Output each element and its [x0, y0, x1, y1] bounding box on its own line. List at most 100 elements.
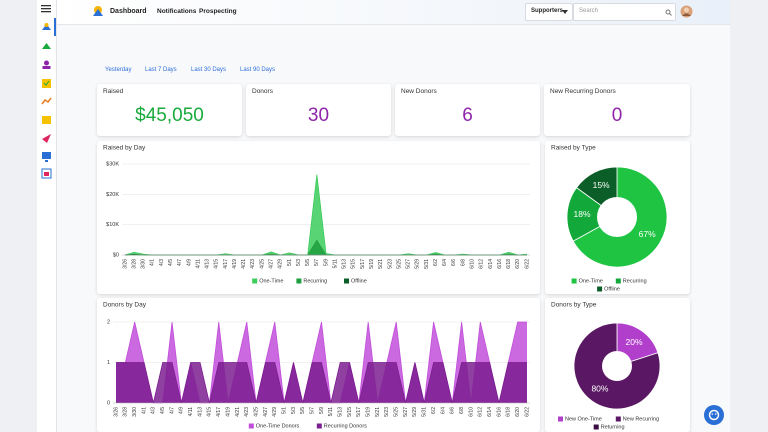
- x-tick-label: 6/4: [442, 259, 448, 266]
- kpi-card: Donors 30: [246, 84, 391, 136]
- x-tick-label: 6/10: [468, 407, 474, 417]
- avatar[interactable]: [680, 5, 693, 18]
- x-tick-label: 4/3: [151, 407, 157, 414]
- legend-label: One-Time: [259, 278, 283, 284]
- kpi-value: $45,050: [135, 105, 204, 126]
- date-filter[interactable]: Last 7 Days: [145, 67, 177, 73]
- y-tick-label: $20K: [106, 192, 119, 198]
- pie-slice: [566, 187, 618, 242]
- x-tick-label: 4/15: [214, 259, 220, 269]
- x-tick-label: 5/27: [406, 259, 412, 269]
- x-tick-label: 6/22: [524, 259, 530, 269]
- chart-card: Donors by Type 20% 80% New One-Time New Recu…: [545, 298, 690, 432]
- kpi-card: New Donors 6: [395, 84, 540, 136]
- kpi-label: Donors: [252, 88, 273, 95]
- x-tick-label: 5/31: [424, 259, 430, 269]
- legend-swatch: [558, 416, 563, 422]
- legend-label: One-Time Donors: [256, 423, 300, 429]
- y-tick-label: $30K: [106, 161, 119, 167]
- x-tick-label: 5/25: [394, 407, 400, 417]
- x-tick-label: 5/21: [378, 259, 384, 269]
- slice-label: 80%: [591, 384, 608, 394]
- x-tick-label: 6/14: [488, 259, 494, 269]
- x-tick-label: 4/19: [225, 407, 231, 417]
- nav-link[interactable]: Notifications: [157, 8, 197, 15]
- x-tick-label: 6/20: [515, 407, 521, 417]
- x-tick-label: 4/5: [160, 407, 166, 414]
- nav-link[interactable]: Prospecting: [199, 8, 237, 15]
- x-tick-label: 5/29: [412, 407, 418, 417]
- search-box[interactable]: Search: [573, 3, 676, 21]
- donut-hole: [602, 351, 632, 381]
- x-tick-label: 6/18: [506, 259, 512, 269]
- slice-label: 15%: [593, 180, 610, 190]
- x-tick-label: 6/20: [515, 259, 521, 269]
- chart-title: Raised by Type: [551, 145, 596, 152]
- legend-label: Offline: [604, 286, 620, 292]
- legend-label: Offline: [351, 278, 367, 284]
- kpi-card: Raised $45,050: [97, 84, 242, 136]
- legend-label: New One-Time: [565, 416, 602, 422]
- x-tick-label: 5/7: [309, 407, 315, 414]
- x-tick-label: 5/21: [375, 407, 381, 417]
- x-tick-label: 3/28: [131, 259, 137, 269]
- legend-swatch: [597, 286, 603, 292]
- chat-button[interactable]: [703, 404, 725, 426]
- legend-label: Recurring: [623, 278, 647, 284]
- x-tick-label: 3/28: [123, 407, 129, 417]
- y-tick-label: $10K: [106, 222, 119, 228]
- x-tick-label: 5/15: [347, 407, 353, 417]
- logo: [93, 6, 103, 16]
- date-filter[interactable]: Last 90 Days: [240, 67, 276, 73]
- x-tick-label: 4/9: [179, 407, 185, 414]
- x-tick-label: 4/1: [150, 259, 156, 266]
- chart-card: Raised by Type 67% 18% 15% One-Time Recurring…: [545, 141, 690, 294]
- kpi-label: New Recurring Donors: [550, 88, 616, 95]
- legend-swatch: [571, 278, 577, 284]
- dropdown[interactable]: Supporters: [525, 3, 573, 21]
- x-tick-label: 6/18: [506, 407, 512, 417]
- slice-label: 20%: [626, 337, 643, 347]
- x-tick-label: 5/3: [291, 407, 297, 414]
- x-tick-label: 4/23: [244, 407, 250, 417]
- x-tick-label: 4/29: [278, 259, 284, 269]
- caret: [562, 10, 568, 14]
- x-tick-label: 4/25: [259, 259, 265, 269]
- app-title[interactable]: Dashboard: [110, 8, 147, 15]
- x-tick-label: 4/17: [216, 407, 222, 417]
- legend-swatch: [252, 278, 258, 284]
- x-tick-label: 3/30: [132, 407, 138, 417]
- x-tick-label: 4/11: [195, 259, 201, 269]
- date-filter[interactable]: Last 30 Days: [191, 67, 227, 73]
- legend-swatch: [316, 423, 322, 429]
- x-tick-label: 6/2: [431, 407, 437, 414]
- donut-hole: [597, 197, 637, 237]
- kpi-value: 0: [611, 105, 623, 126]
- x-tick-label: 5/11: [328, 407, 334, 417]
- x-tick-label: 5/15: [351, 259, 357, 269]
- x-tick-label: 6/22: [524, 407, 530, 417]
- x-tick-label: 6/8: [459, 407, 465, 414]
- kpi-label: New Donors: [401, 88, 437, 95]
- x-tick-label: 5/1: [287, 259, 293, 266]
- kpi-label: Raised: [103, 88, 124, 95]
- kpi-value: 30: [307, 105, 330, 126]
- date-filter[interactable]: Yesterday: [105, 67, 132, 73]
- x-tick-label: 5/19: [369, 259, 375, 269]
- x-tick-label: 4/1: [141, 407, 147, 414]
- x-tick-label: 4/5: [168, 259, 174, 266]
- search-placeholder: Search: [579, 8, 599, 14]
- x-tick-label: 5/9: [319, 407, 325, 414]
- x-tick-label: 5/17: [356, 407, 362, 417]
- x-tick-label: 4/25: [253, 407, 259, 417]
- x-tick-label: 5/3: [296, 259, 302, 266]
- legend-label: New Recurring: [623, 416, 659, 422]
- x-tick-label: 6/16: [497, 259, 503, 269]
- x-tick-label: 4/7: [169, 407, 175, 414]
- legend-swatch: [248, 423, 254, 429]
- x-tick-label: 5/5: [300, 407, 306, 414]
- legend-swatch: [344, 278, 349, 284]
- x-tick-label: 5/7: [314, 259, 320, 266]
